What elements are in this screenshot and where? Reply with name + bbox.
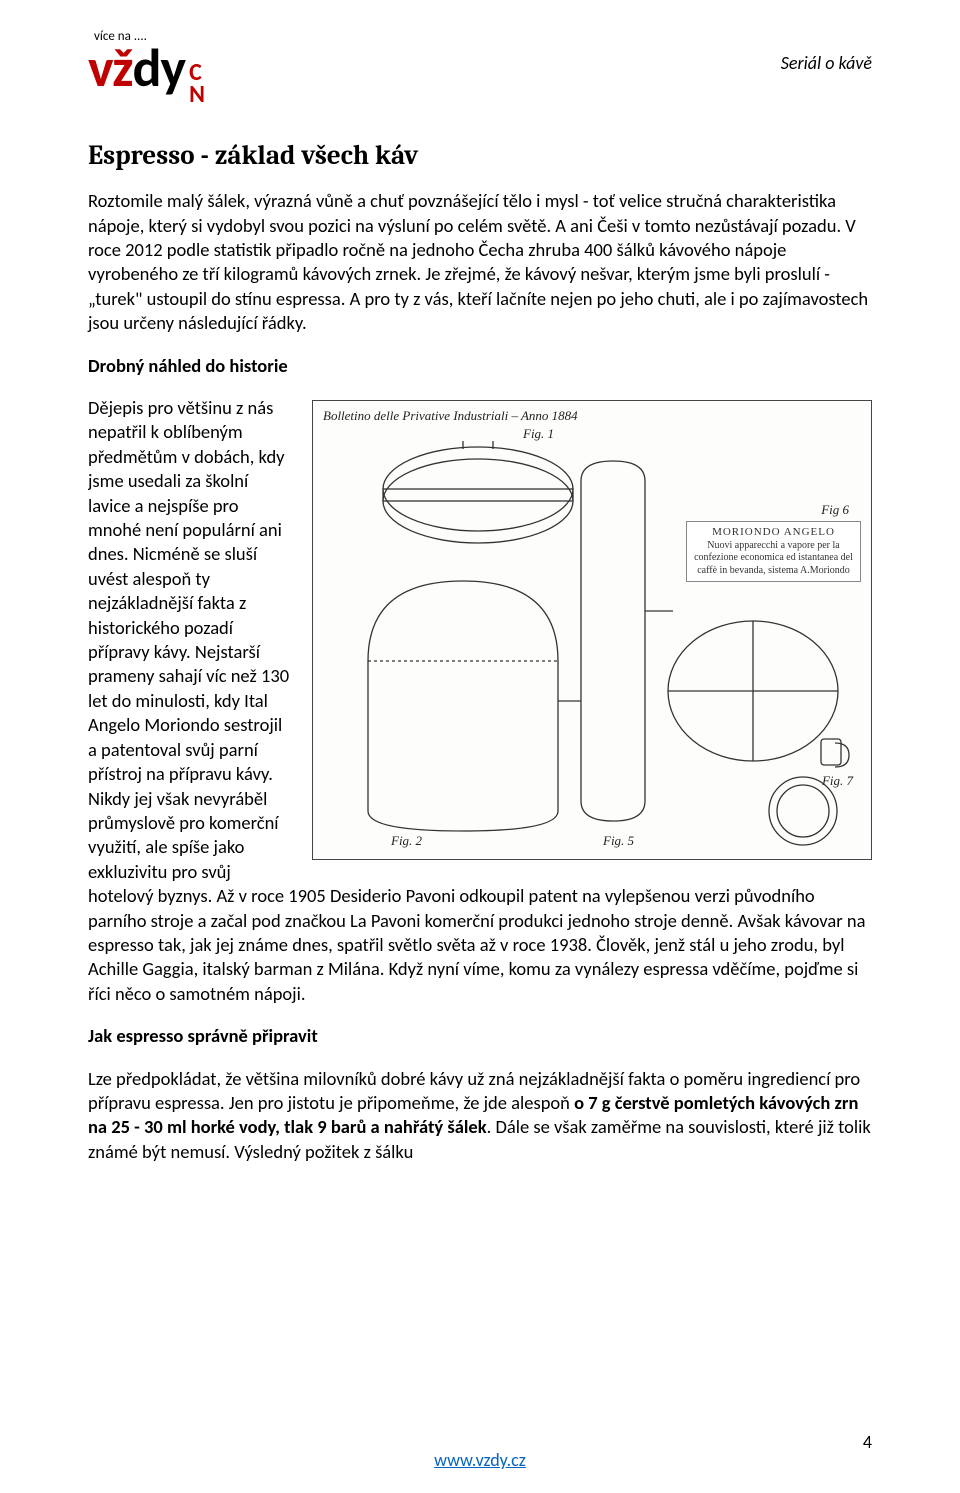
logo-cz-suffix: C N: [189, 62, 204, 106]
serial-label: Seriál o kávě: [781, 52, 872, 74]
logo-part-black: dy: [133, 41, 186, 95]
subheading-history: Drobný náhled do historie: [88, 354, 872, 378]
subheading-preparation: Jak espresso správně připravit: [88, 1024, 872, 1048]
patent-drawing-svg: [313, 401, 872, 861]
patent-plate: MORIONDO ANGELO Nuovi apparecchi a vapor…: [686, 521, 861, 582]
logo-part-red: vž: [88, 41, 133, 95]
site-logo: více na .... vždy C N: [88, 30, 204, 112]
patent-plate-name: MORIONDO ANGELO: [689, 526, 858, 540]
preparation-paragraph: Lze předpokládat, že většina milovníků d…: [88, 1067, 872, 1165]
patent-plate-desc: Nuovi apparecchi a vapore per la confezi…: [689, 540, 858, 578]
intro-paragraph: Roztomile malý šálek, výrazná vůně a chu…: [88, 189, 872, 335]
patent-illustration: Bolletino delle Privative Industriali – …: [312, 400, 872, 860]
article-title: Espresso - základ všech káv: [88, 140, 872, 171]
footer-link[interactable]: www.vzdy.cz: [434, 1449, 526, 1471]
